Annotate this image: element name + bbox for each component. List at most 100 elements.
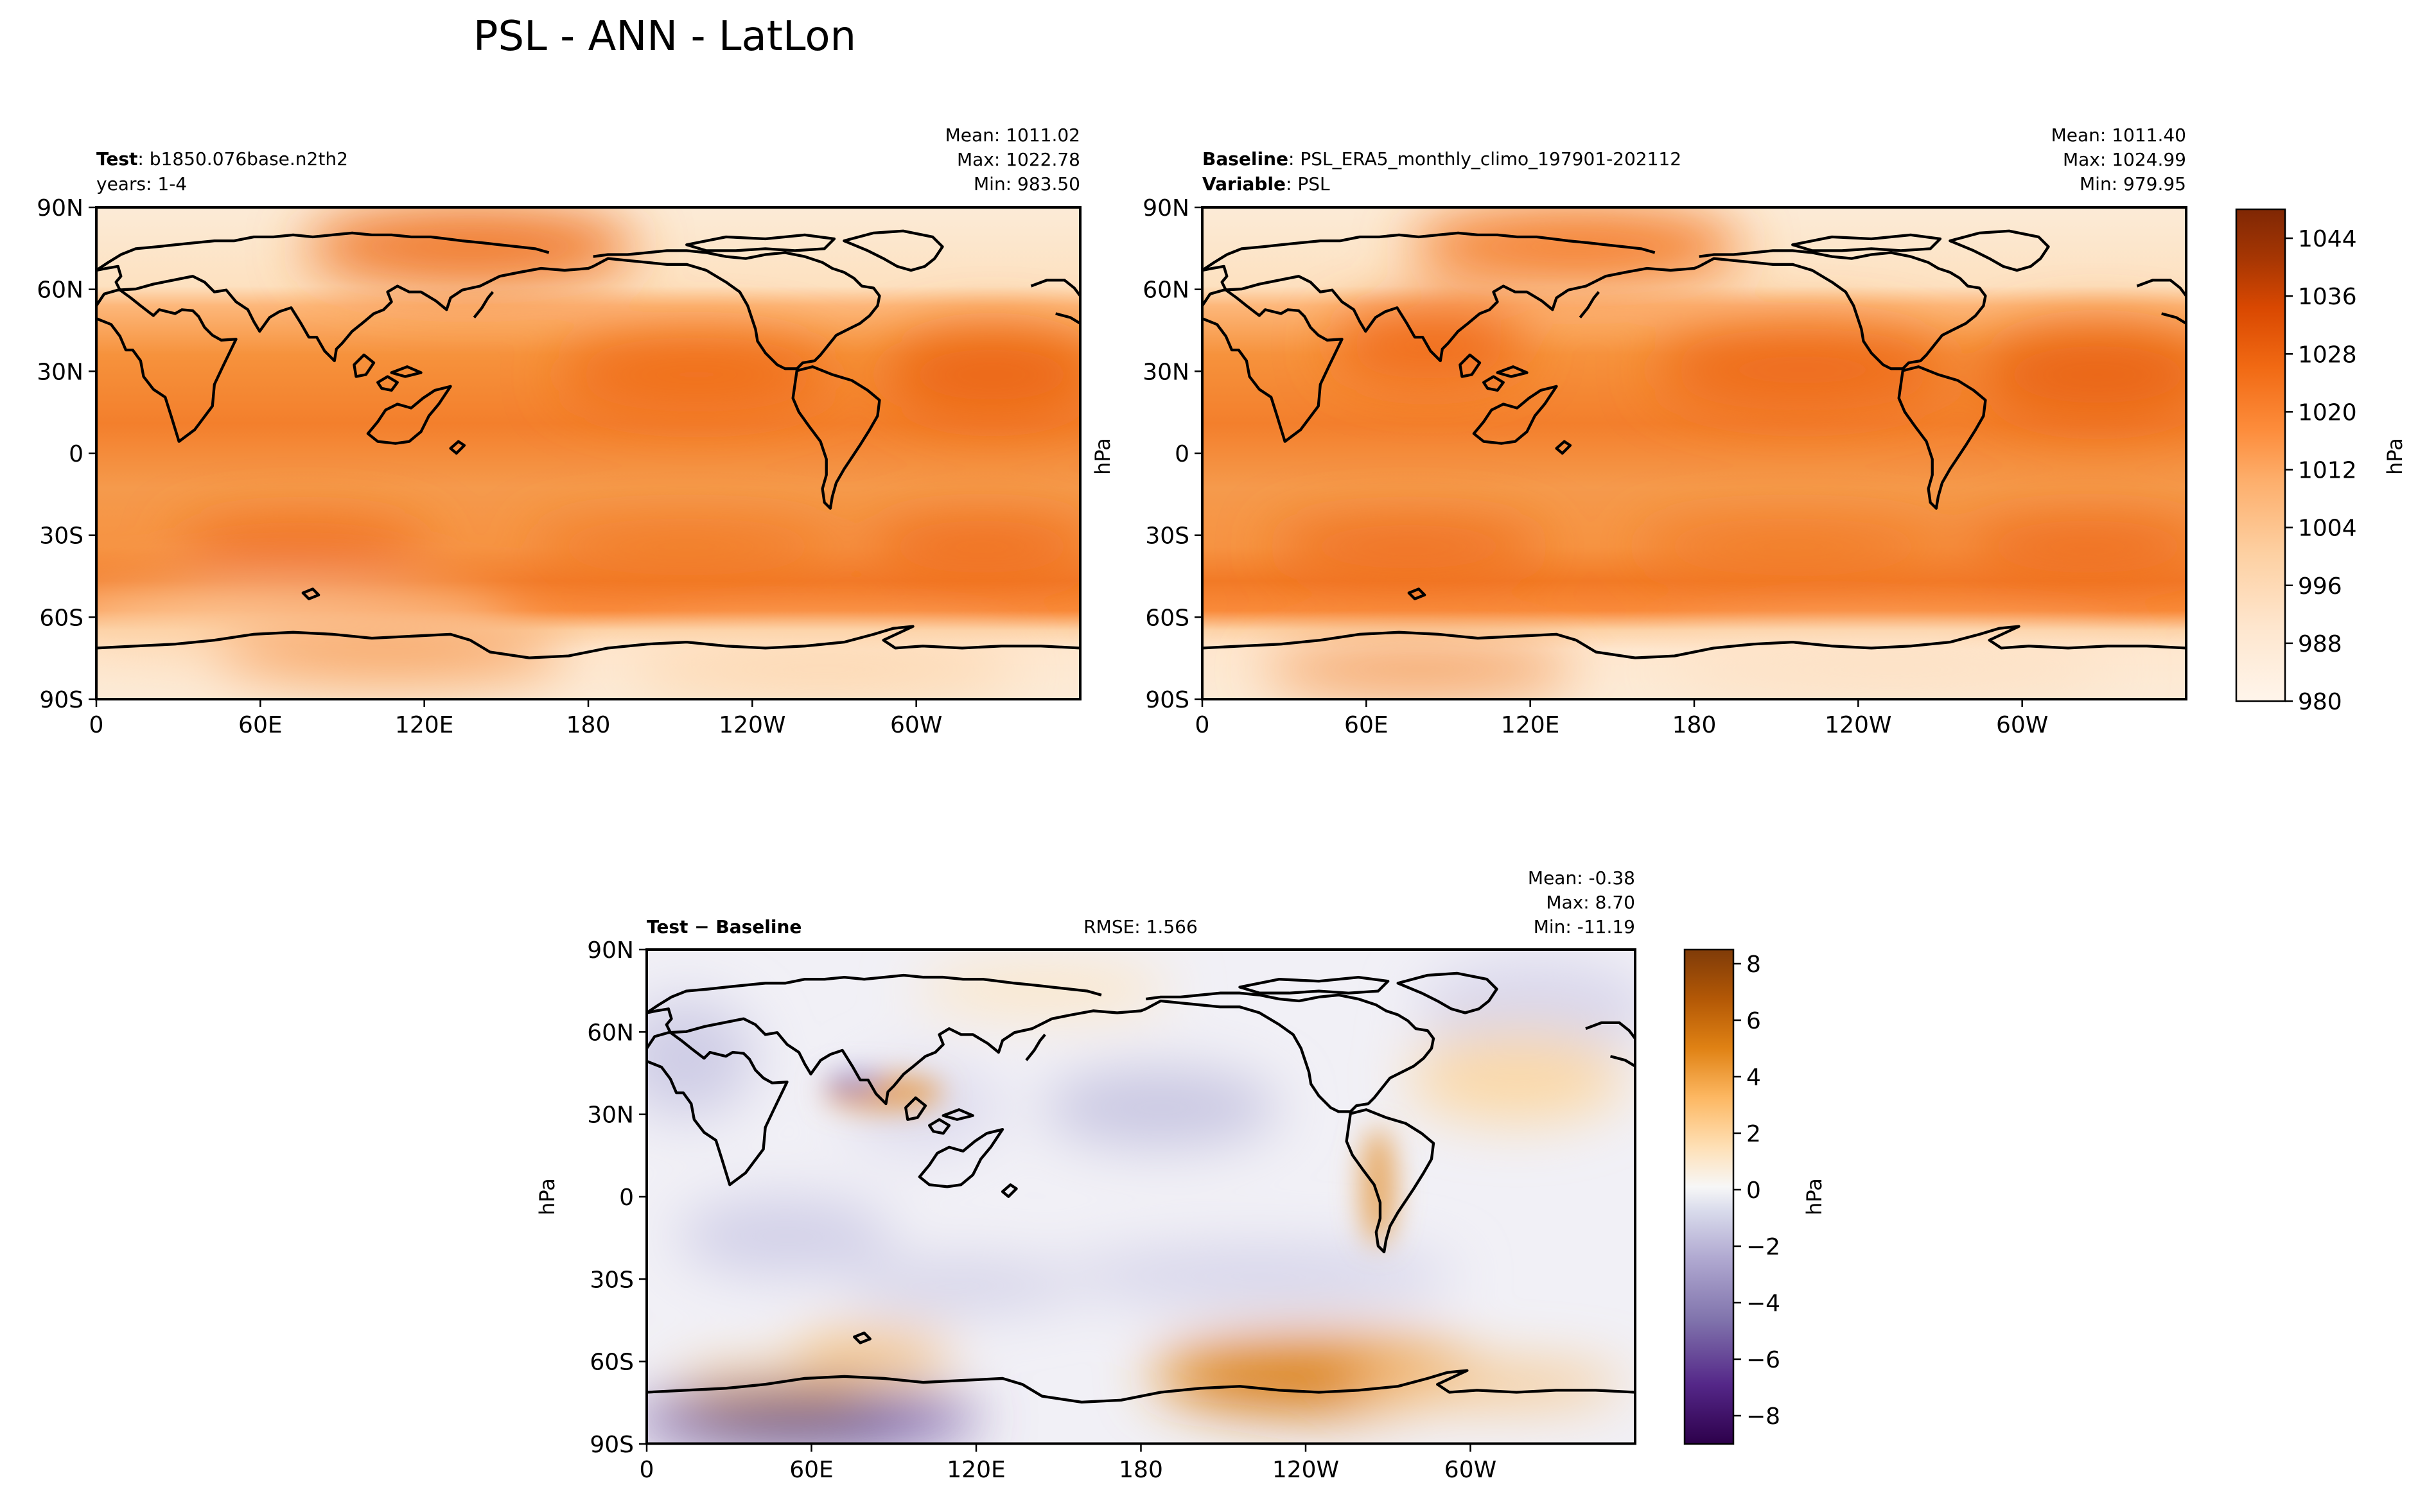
y-tick-label: 30N [1143, 359, 1189, 385]
baseline-stat-max: Max: 1024.99 [2063, 149, 2186, 170]
colorbar-tick-label: 8 [1746, 952, 1761, 978]
y-tick-label: 60S [39, 605, 83, 631]
diff-ylabel: hPa [535, 1178, 559, 1215]
panel-test: Test: b1850.076base.n2th2 years: 1-4 Mea… [37, 125, 1100, 738]
y-tick-label: 60N [37, 277, 83, 304]
baseline-var-label: Variable [1202, 173, 1286, 195]
baseline-map [1202, 206, 2216, 700]
test-subtitle: years: 1-4 [96, 173, 187, 195]
baseline-highs [1261, 207, 2186, 695]
y-tick-label: 60N [1143, 277, 1189, 304]
colorbar-tick-label: −2 [1746, 1234, 1780, 1260]
x-tick-label: 0 [89, 712, 104, 738]
baseline-title-label: Baseline [1202, 148, 1288, 169]
diff-title: Test − Baseline [647, 916, 802, 937]
colorbar-tick-label: 0 [1746, 1177, 1761, 1204]
psl-colorbar-frame [2235, 208, 2286, 702]
x-tick-label: 0 [1195, 712, 1210, 738]
diff-colorbar-frame [1683, 948, 1735, 1445]
baseline-title-value: PSL_ERA5_monthly_climo_197901-202112 [1300, 148, 1681, 169]
x-tick-label: 120W [1825, 712, 1891, 738]
baseline-stat-mean: Mean: 1011.40 [2051, 125, 2186, 146]
diff-axes: 0 60E 120E 180 120W 60W 90N 60N 30N 0 30S 60S 90S [587, 937, 1496, 1483]
x-tick-label: 120E [1501, 712, 1559, 738]
y-tick-label: 90N [37, 195, 83, 222]
colorbar-tick-label: 988 [2298, 631, 2342, 657]
diff-topography [825, 1073, 1396, 1246]
diff-anomalies [647, 959, 1636, 1444]
psl-colorbar-label: hPa [2383, 438, 2407, 475]
diff-title-value: Baseline [715, 916, 802, 937]
diff-title-op: − [694, 916, 709, 937]
test-axes: 0 60E 120E 180 120W 60W 90N 60N 30N 0 30S 60S 90S [37, 195, 942, 738]
colorbar-tick-label: 1028 [2298, 342, 2357, 368]
y-tick-label: 30N [37, 359, 83, 385]
y-tick-label: 30S [39, 523, 83, 550]
diff-stat-mean: Mean: -0.38 [1528, 867, 1635, 889]
colorbar-tick-label: −4 [1746, 1290, 1780, 1317]
x-tick-label: 120W [1272, 1457, 1339, 1483]
x-tick-label: 180 [1672, 712, 1717, 738]
y-tick-label: 90S [39, 687, 83, 713]
diff-rmse: RMSE: 1.566 [1083, 916, 1198, 937]
psl-colorbar-ticks: 1044 1036 1028 1020 1012 1004 996 988 980 [2285, 226, 2357, 715]
baseline-var-value: PSL [1297, 173, 1330, 195]
colorbar-tick-label: 1036 [2298, 284, 2357, 310]
test-stat-max: Max: 1022.78 [957, 149, 1080, 170]
colorbar-tick-label: 6 [1746, 1008, 1761, 1034]
y-tick-label: 30S [1145, 523, 1189, 550]
y-tick-label: 60S [1145, 605, 1189, 631]
y-tick-label: 30N [587, 1102, 634, 1129]
diff-stat-min: Min: -11.19 [1534, 916, 1635, 937]
baseline-field [1202, 207, 2186, 699]
test-title-label: Test [96, 148, 137, 169]
colorbar-tick-label: 1004 [2298, 516, 2357, 542]
colorbar-tick-label: 1044 [2298, 226, 2357, 252]
diff-map [617, 948, 1655, 1445]
y-tick-label: 60S [590, 1350, 634, 1376]
y-tick-label: 90N [1143, 195, 1189, 222]
colorbar-tick-label: −6 [1746, 1347, 1780, 1373]
y-tick-label: 0 [619, 1185, 634, 1211]
diff-colorbar-label: hPa [1802, 1178, 1827, 1215]
x-tick-label: 120E [395, 712, 453, 738]
y-tick-label: 30S [590, 1267, 634, 1293]
diff-colorbar: 8 6 4 2 0 −2 −4 −6 −8 hPa [1683, 948, 1827, 1445]
panel-difference: Test − Baseline RMSE: 1.566 Mean: -0.38 … [535, 867, 1655, 1483]
x-tick-label: 60W [890, 712, 942, 738]
baseline-title: Baseline: PSL_ERA5_monthly_climo_197901-… [1202, 148, 1681, 169]
y-tick-label: 90S [1145, 687, 1189, 713]
diff-title-label: Test [647, 916, 688, 937]
colorbar-tick-label: 1012 [2298, 458, 2357, 484]
x-tick-label: 120W [719, 712, 785, 738]
diff-stat-max: Max: 8.70 [1546, 892, 1635, 913]
y-tick-label: 0 [69, 441, 83, 467]
test-map [37, 206, 1100, 700]
baseline-stat-min: Min: 979.95 [2080, 173, 2186, 195]
figure-title: PSL - ANN - LatLon [473, 13, 856, 60]
x-tick-label: 60W [1444, 1457, 1496, 1483]
colorbar-tick-label: 980 [2298, 689, 2342, 715]
psl-colorbar: 1044 1036 1028 1020 1012 1004 996 988 980 hPa [2235, 208, 2407, 715]
test-title-value: b1850.076base.n2th2 [150, 148, 348, 169]
test-stat-min: Min: 983.50 [974, 173, 1080, 195]
diff-colorbar-ticks: 8 6 4 2 0 −2 −4 −6 −8 [1733, 952, 1780, 1430]
baseline-ylabel: hPa [1091, 438, 1115, 475]
diff-colorbar-fill [1685, 950, 1733, 1444]
colorbar-tick-label: 2 [1746, 1121, 1761, 1147]
test-stat-mean: Mean: 1011.02 [945, 125, 1080, 146]
y-tick-label: 90N [587, 937, 634, 964]
test-highs [96, 207, 1080, 695]
y-tick-label: 90S [590, 1432, 634, 1458]
colorbar-tick-label: 4 [1746, 1064, 1761, 1091]
x-tick-label: 0 [640, 1457, 654, 1483]
panel-baseline: Baseline: PSL_ERA5_monthly_climo_197901-… [1091, 125, 2216, 738]
x-tick-label: 60W [1996, 712, 2048, 738]
x-tick-label: 60E [789, 1457, 834, 1483]
x-tick-label: 180 [1119, 1457, 1163, 1483]
psl-colorbar-fill [2236, 209, 2285, 701]
test-title: Test: b1850.076base.n2th2 [96, 148, 348, 169]
x-tick-label: 120E [947, 1457, 1005, 1483]
baseline-axes: 0 60E 120E 180 120W 60W 90N 60N 30N 0 30S 60S 90S [1143, 195, 2048, 738]
